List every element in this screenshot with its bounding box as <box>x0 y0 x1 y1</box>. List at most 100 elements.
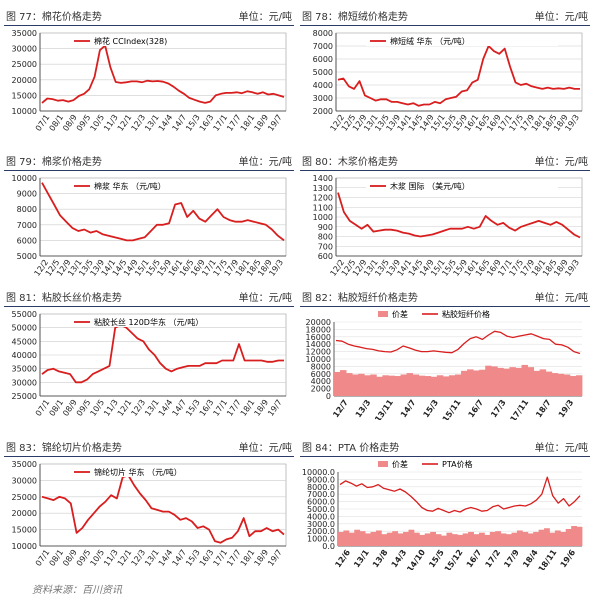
y-tick-label: 6000 <box>311 370 331 379</box>
y-tick-label: 5000.0 <box>307 505 335 514</box>
bar-mark <box>506 534 512 546</box>
x-tick-label: 09/5 <box>75 113 93 133</box>
cotton-pulp-price-chart: 100009000800070006000500012/212/512/913/… <box>12 174 287 278</box>
bar-mark <box>468 531 474 546</box>
panel-unit: 单位：元/吨 <box>534 293 588 304</box>
x-tick-label: 12/1 <box>116 398 134 418</box>
x-tick-label: 18/9 <box>252 398 270 418</box>
bar-mark <box>370 374 377 396</box>
x-tick-label: 08/9 <box>61 398 79 418</box>
bar-mark <box>576 526 583 546</box>
x-tick-label: 17/3 <box>489 398 508 419</box>
y-tick-label: 18000 <box>306 325 331 334</box>
x-tick-label: 13/1 <box>352 548 371 570</box>
y-tick-label: 20000 <box>306 318 331 327</box>
y-tick-label: 35000 <box>12 365 37 374</box>
y-tick-label: 10000 <box>306 355 331 364</box>
panel-unit: 单位：元/吨 <box>534 157 588 168</box>
x-tick-label: 13/1 <box>143 113 161 133</box>
y-tick-label: 35000 <box>12 460 37 469</box>
bar-mark <box>478 532 485 546</box>
x-tick-label: 14/3 <box>390 548 409 569</box>
series-line <box>335 330 581 355</box>
bar-mark <box>424 533 431 546</box>
bar-mark <box>348 532 355 546</box>
bar-mark <box>473 534 480 546</box>
x-tick-label: 10/5 <box>88 398 106 418</box>
legend: 棉浆 华东 （元/吨） <box>70 180 262 191</box>
x-tick-label: 09/5 <box>75 398 93 418</box>
series-line <box>41 182 285 242</box>
bar-mark <box>370 531 377 546</box>
y-tick-label: 10000 <box>12 174 37 183</box>
x-tick-label: 14/4 <box>157 548 175 568</box>
y-tick-label: 8000 <box>17 205 37 214</box>
series-line <box>337 192 581 239</box>
bar-mark <box>338 531 344 546</box>
bar-mark <box>527 367 535 396</box>
panel-header: 图 81：粘胶长丝价格走势 单位：元/吨 <box>4 286 294 307</box>
y-tick-label: 800 <box>318 233 333 242</box>
legend-label: 棉花 CCIndex(328) <box>94 36 167 46</box>
panel-title: 图 82：粘胶短纤价格走势 <box>302 293 418 304</box>
y-tick-label: 30000 <box>12 378 37 387</box>
bar-mark <box>521 364 528 396</box>
bar-mark <box>406 373 414 396</box>
y-tick-label: 7000.0 <box>307 490 335 499</box>
bar-mark <box>497 367 504 396</box>
bar-mark <box>516 530 523 546</box>
legend: 价差 PTA价格 <box>378 459 473 469</box>
x-tick-label: 08/1 <box>47 113 65 133</box>
bar-mark <box>457 534 464 546</box>
bar-mark <box>419 534 426 546</box>
legend: 木浆 国际 （美元/吨） <box>366 180 558 191</box>
x-tick-label: 13/11 <box>373 398 395 420</box>
panel-header: 图 82：粘胶短纤价格走势 单位：元/吨 <box>300 286 590 307</box>
bar-mark <box>575 375 583 396</box>
bar-mark <box>560 531 567 546</box>
series-line <box>41 44 285 104</box>
bar-mark <box>500 533 507 546</box>
x-tick-label: 09/5 <box>75 548 93 568</box>
legend-bg <box>70 180 262 191</box>
y-tick-label: 1200 <box>313 194 333 203</box>
bar-mark <box>527 533 534 546</box>
bar-mark <box>454 374 462 396</box>
panel-header: 图 80：木浆价格走势 单位：元/吨 <box>300 150 590 171</box>
panel-title: 图 84：PTA 价格走势 <box>302 443 400 454</box>
y-tick-label: 0.0 <box>322 542 335 551</box>
bar-mark <box>484 534 491 546</box>
panel-title: 图 80：木浆价格走势 <box>302 157 398 168</box>
x-tick-label: 12/7 <box>331 398 350 419</box>
bar-mark <box>495 531 502 546</box>
panel-header: 图 83：锦纶切片价格走势 单位：元/吨 <box>4 436 294 457</box>
bar-mark <box>539 369 547 396</box>
y-tick-label: 25000 <box>12 392 37 401</box>
x-tick-label: 17/7 <box>225 398 243 418</box>
legend-bg <box>70 316 262 327</box>
legend: 锦纶切片 华东 （元/吨） <box>70 466 262 477</box>
x-tick-label: 15/3 <box>421 398 440 419</box>
x-tick-label: 12/3 <box>129 548 147 568</box>
x-tick-label: 17/1 <box>211 398 229 418</box>
bar-mark <box>473 370 480 396</box>
y-tick-label: 8000 <box>313 29 333 38</box>
x-tick-label: 18/9 <box>252 548 270 568</box>
panel-unit: 单位：元/吨 <box>534 443 588 454</box>
x-tick-label: 16/7 <box>465 548 484 569</box>
panel-header: 图 78：棉短绒价格走势 单位：元/吨 <box>300 5 590 26</box>
bar-mark <box>544 528 550 546</box>
y-tick-label: 4000.0 <box>307 512 335 521</box>
y-tick-label: 30000 <box>12 476 37 485</box>
x-tick-label: 18/4 <box>521 548 540 570</box>
panel-title: 图 77：棉花价格走势 <box>6 12 102 23</box>
y-tick-label: 1400 <box>313 174 333 183</box>
x-tick-label: 17/7 <box>225 113 243 133</box>
bar-mark <box>462 533 469 546</box>
plot-area <box>39 313 287 397</box>
data-source-note: 资料来源：百川资讯 <box>32 585 122 596</box>
x-tick-label: 19/6 <box>559 548 578 570</box>
x-tick-label: 19/3 <box>557 398 576 419</box>
y-tick-label: 15000 <box>12 91 37 100</box>
x-tick-label: 17/2 <box>484 548 503 569</box>
